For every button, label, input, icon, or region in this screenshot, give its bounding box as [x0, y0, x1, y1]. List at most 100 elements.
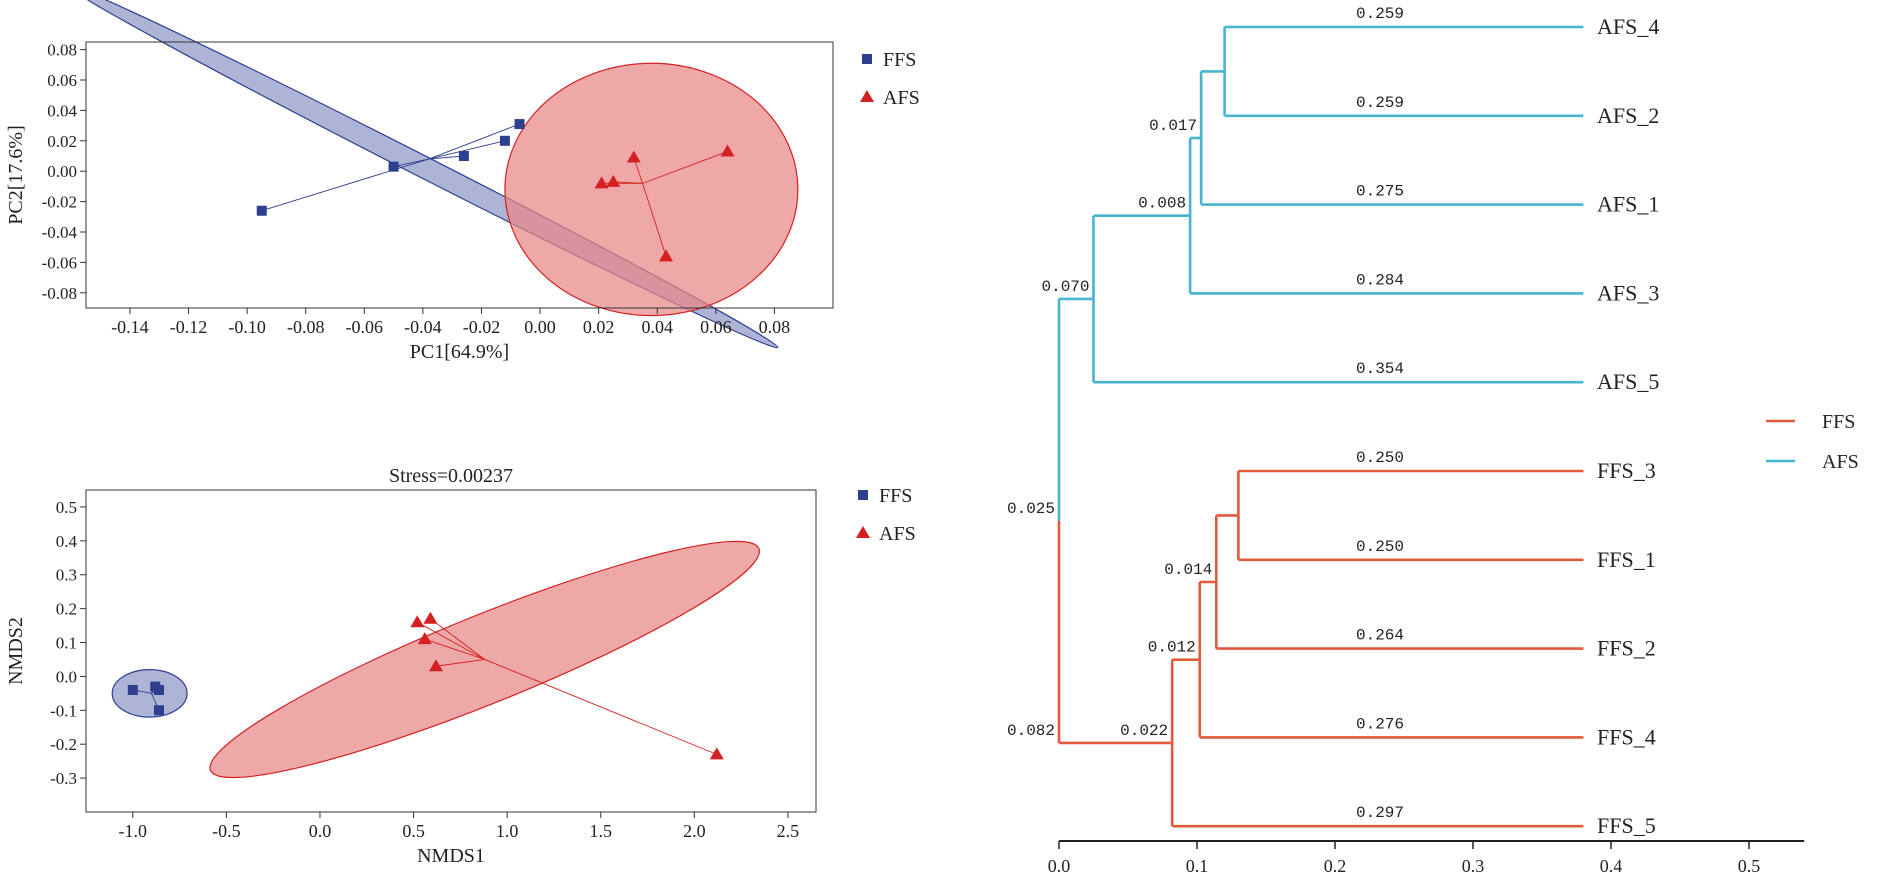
afs-point [659, 249, 674, 262]
afs-spider-line [417, 621, 485, 660]
branch-length-label: 0.012 [1148, 639, 1196, 657]
x-tick-label: -0.12 [170, 317, 208, 337]
leaf-label-ffs-1: FFS_1 [1597, 547, 1656, 572]
x-tick-label: 2.0 [683, 821, 706, 841]
dendrogram-x-tick-label: 0.3 [1462, 856, 1485, 876]
dendrogram-legend-label-ffs: FFS [1822, 411, 1855, 433]
afs-spider-line [430, 618, 485, 660]
branch-length-label: 0.017 [1149, 117, 1197, 135]
y-tick-label: 0.02 [47, 132, 77, 151]
legend-label-afs: AFS [883, 87, 920, 109]
legend-label-ffs: FFS [879, 485, 912, 507]
y-tick-label: 0.2 [56, 600, 77, 619]
afs-point [606, 174, 621, 187]
x-tick-label: -0.02 [463, 317, 501, 337]
ffs-point [514, 119, 525, 130]
x-tick-label: -1.0 [119, 821, 148, 841]
x-tick-label: -0.10 [228, 317, 266, 337]
leaf-branch-length-label: 0.259 [1356, 5, 1404, 23]
leaf-label-afs-2: AFS_2 [1597, 103, 1659, 128]
x-tick-label: 0.02 [583, 317, 615, 337]
legend-marker-ffs [858, 490, 868, 500]
afs-spider-line [435, 659, 485, 667]
pca-plot-frame [85, 41, 834, 309]
leaf-label-ffs-2: FFS_2 [1597, 636, 1656, 661]
x-tick-label: -0.04 [404, 317, 442, 337]
y-tick-label: -0.02 [42, 193, 77, 212]
y-tick-label: 0.1 [56, 634, 77, 653]
leaf-branch-length-label: 0.354 [1356, 360, 1404, 378]
ffs-point [388, 161, 399, 172]
nmds-y-axis-label: NMDS2 [5, 617, 27, 685]
legend-marker-afs [860, 90, 874, 102]
afs-spider-line [613, 181, 643, 184]
nmds-plot-frame [85, 489, 817, 813]
branch-length-label: 0.025 [1007, 500, 1055, 518]
dendrogram-x-tick-label: 0.5 [1738, 856, 1761, 876]
x-tick-label: -0.08 [287, 317, 325, 337]
dendrogram-x-tick-label: 0.0 [1048, 856, 1071, 876]
x-tick-label: 0.5 [402, 821, 425, 841]
leaf-branch-length-label: 0.250 [1356, 449, 1404, 467]
x-tick-label: 0.00 [524, 317, 556, 337]
y-tick-label: -0.06 [42, 253, 77, 272]
leaf-branch-length-label: 0.264 [1356, 627, 1404, 645]
legend-label-afs: AFS [879, 523, 916, 545]
nmds-title: Stress=0.00237 [389, 465, 513, 487]
legend-label-ffs: FFS [883, 49, 916, 71]
leaf-branch-length-label: 0.259 [1356, 94, 1404, 112]
branch-length-label: 0.014 [1164, 561, 1212, 579]
ffs-point [154, 684, 164, 695]
afs-spider-line [642, 151, 728, 184]
afs-point [423, 611, 438, 624]
y-tick-label: -0.2 [50, 735, 77, 754]
dendrogram-x-tick-label: 0.1 [1186, 856, 1209, 876]
leaf-branch-length-label: 0.284 [1356, 271, 1404, 289]
leaf-label-ffs-3: FFS_3 [1597, 458, 1656, 483]
x-tick-label: 0.04 [641, 317, 673, 337]
pca-chart: -0.14 -0.12 -0.10 -0.08 -0.06 -0.04 -0.02 0.00 0… [5, 0, 920, 363]
ffs-point [154, 705, 164, 716]
ffs-spider-line [393, 158, 429, 168]
branch-length-label: 0.022 [1120, 722, 1168, 740]
leaf-label-afs-4: AFS_4 [1597, 14, 1659, 39]
y-tick-label: -0.3 [50, 769, 77, 788]
afs-point [626, 150, 641, 163]
nmds-x-axis-label: NMDS1 [417, 845, 485, 867]
leaf-branch-length-label: 0.250 [1356, 538, 1404, 556]
ffs-point [256, 205, 267, 216]
pca-y-axis-label: PC2[17.6%] [5, 125, 27, 224]
afs-ellipse [504, 62, 799, 317]
y-tick-label: 0.0 [56, 667, 77, 686]
afs-point [429, 659, 444, 672]
y-tick-label: 0.5 [56, 498, 77, 517]
leaf-label-ffs-5: FFS_5 [1597, 813, 1656, 838]
x-tick-label: -0.06 [346, 317, 384, 337]
ffs-point [458, 151, 469, 161]
branch-length-label: 0.082 [1007, 722, 1055, 740]
x-tick-label: -0.14 [111, 317, 149, 337]
y-tick-label: -0.08 [42, 284, 77, 303]
afs-point [594, 176, 609, 189]
branch-length-label: 0.008 [1138, 195, 1186, 213]
dendrogram-x-tick-label: 0.2 [1324, 856, 1347, 876]
afs-point [417, 632, 432, 645]
ffs-point [127, 684, 138, 695]
legend-marker-ffs [862, 54, 872, 64]
nmds-chart: Stress=0.00237 -1.0 -0.5 0.0 0.5 1.0 1.5 2.0 2.5… [5, 465, 916, 867]
leaf-branch-length-label: 0.276 [1356, 715, 1404, 733]
leaf-label-afs-1: AFS_1 [1597, 192, 1659, 217]
y-tick-label: 0.3 [56, 566, 77, 585]
leaf-label-ffs-4: FFS_4 [1597, 724, 1656, 749]
leaf-branch-length-label: 0.297 [1356, 804, 1404, 822]
ffs-spider-line [428, 155, 464, 160]
y-tick-label: -0.04 [42, 223, 78, 242]
ffs-spider-line [428, 140, 506, 160]
y-tick-label: 0.06 [47, 71, 77, 90]
afs-spider-line [484, 659, 717, 755]
dendrogram-legend: FFS AFS [1766, 411, 1859, 473]
x-tick-label: 0.08 [759, 317, 791, 337]
dendrogram-x-tick-label: 0.4 [1600, 856, 1623, 876]
nmds-legend: FFS AFS [856, 485, 916, 545]
